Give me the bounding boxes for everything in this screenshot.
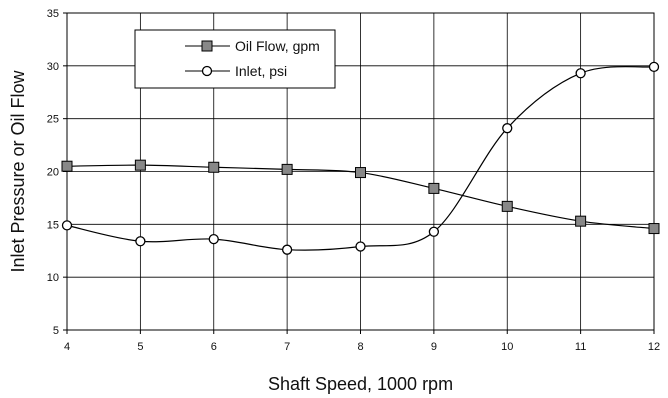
series-line-inlet — [66, 66, 655, 251]
x-tick-label: 8 — [357, 341, 363, 353]
x-tick-label: 4 — [64, 341, 70, 353]
y-tick-label: 20 — [47, 167, 59, 179]
data-point-oil-flow — [281, 163, 293, 175]
series-layer — [61, 61, 660, 255]
data-point-oil-flow — [648, 223, 660, 235]
data-point-oil-flow — [61, 160, 73, 172]
x-tick-label: 10 — [501, 341, 513, 353]
data-point-inlet — [281, 244, 293, 255]
data-point-inlet — [502, 123, 513, 134]
data-point-inlet — [428, 226, 440, 237]
data-point-oil-flow — [134, 159, 146, 171]
data-point-inlet — [61, 220, 73, 231]
data-point-oil-flow — [208, 161, 220, 173]
data-point-oil-flow — [428, 182, 440, 194]
y-tick-label: 25 — [47, 114, 59, 126]
data-point-oil-flow — [575, 215, 587, 227]
y-tick-label: 5 — [53, 325, 59, 337]
legend: Oil Flow, gpm Inlet, psi — [134, 29, 336, 89]
legend-marker-inlet — [201, 65, 213, 77]
y-tick-label: 10 — [47, 272, 59, 284]
y-axis-ticks: 5 10 15 20 25 30 35 — [47, 8, 67, 337]
x-tick-label: 9 — [431, 341, 437, 353]
data-point-inlet — [208, 233, 219, 245]
y-tick-label: 15 — [47, 219, 59, 231]
data-point-inlet — [648, 61, 660, 73]
x-tick-label: 11 — [575, 341, 586, 353]
y-tick-label: 35 — [47, 8, 59, 20]
data-point-oil-flow — [355, 167, 366, 179]
x-tick-label: 12 — [648, 341, 660, 353]
legend-label-oil-flow: Oil Flow, gpm — [235, 38, 320, 54]
x-tick-label: 7 — [284, 341, 290, 353]
y-tick-label: 30 — [47, 61, 59, 73]
data-point-inlet — [575, 68, 586, 79]
legend-marker-oil-flow — [201, 40, 213, 52]
data-point-oil-flow — [501, 200, 513, 212]
x-tick-label: 5 — [137, 341, 143, 353]
y-axis-label: Inlet Pressure or Oil Flow — [8, 69, 28, 272]
legend-label-inlet: Inlet, psi — [235, 63, 287, 79]
x-axis-label: Shaft Speed, 1000 rpm — [268, 374, 453, 394]
data-point-inlet — [135, 236, 146, 247]
legend-box — [134, 29, 336, 89]
x-tick-label: 6 — [211, 341, 217, 353]
x-axis-ticks: 4 5 6 7 8 9 10 11 12 — [64, 330, 660, 353]
data-point-inlet — [355, 241, 366, 252]
